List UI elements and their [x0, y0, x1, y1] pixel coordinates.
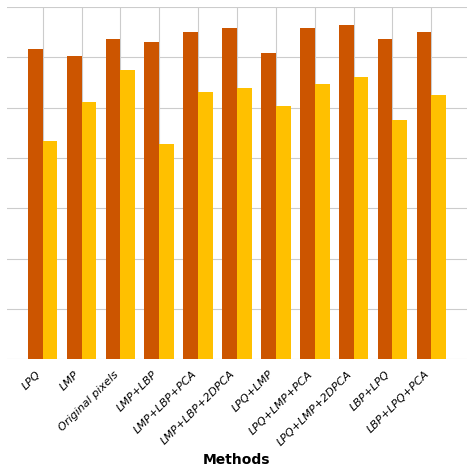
Bar	[159, 145, 174, 359]
Bar	[261, 53, 276, 359]
Bar	[431, 95, 446, 359]
Bar	[67, 56, 82, 359]
Bar	[300, 28, 315, 359]
X-axis label: Methods: Methods	[203, 453, 271, 467]
Bar	[183, 32, 198, 359]
Bar	[198, 91, 213, 359]
Bar	[392, 120, 407, 359]
Bar	[276, 106, 291, 359]
Bar	[82, 102, 96, 359]
Bar	[237, 88, 252, 359]
Bar	[120, 70, 135, 359]
Bar	[145, 42, 159, 359]
Bar	[315, 84, 329, 359]
Bar	[339, 25, 354, 359]
Bar	[28, 49, 43, 359]
Bar	[222, 28, 237, 359]
Bar	[354, 77, 368, 359]
Bar	[417, 32, 431, 359]
Bar	[378, 39, 392, 359]
Bar	[106, 39, 120, 359]
Bar	[43, 141, 57, 359]
